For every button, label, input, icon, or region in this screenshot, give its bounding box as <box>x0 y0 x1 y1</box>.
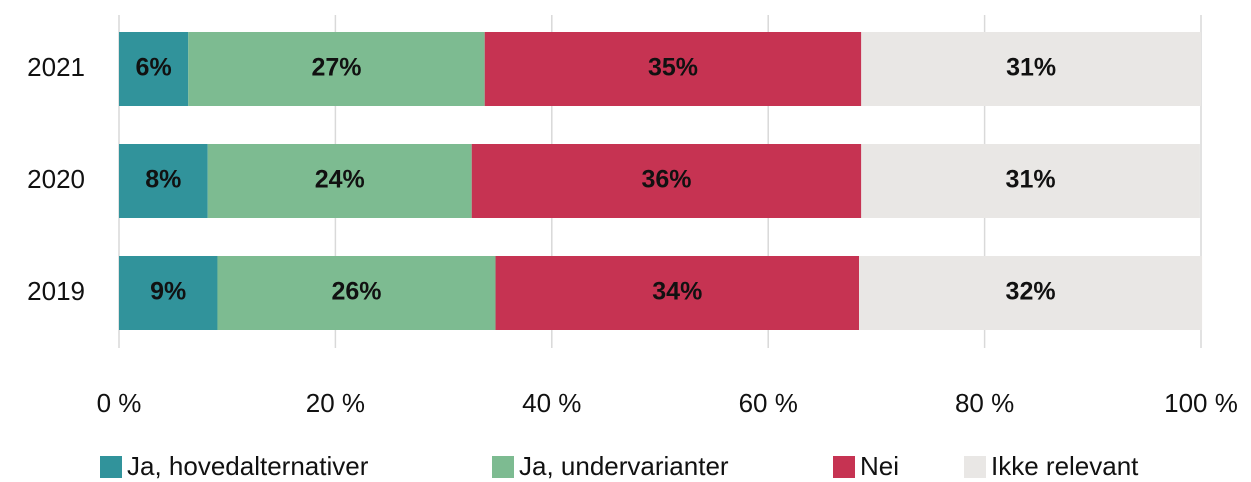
bar-segment <box>861 144 1200 218</box>
bar-segment <box>484 32 862 106</box>
x-tick-label: 60 % <box>739 388 798 418</box>
legend-swatch <box>833 456 855 478</box>
data-label: 32% <box>1006 278 1056 306</box>
x-tick-label: 20 % <box>306 388 365 418</box>
bar-segment <box>861 32 1201 106</box>
x-tick-label: 40 % <box>522 388 581 418</box>
legend-label: Ikke relevant <box>991 451 1139 481</box>
legend-label: Ja, undervarianter <box>519 451 729 481</box>
data-label: 35% <box>648 54 698 82</box>
bar-segment <box>119 32 189 106</box>
bar-segment <box>495 256 860 330</box>
legend-swatch <box>100 456 122 478</box>
y-tick-label: 2020 <box>27 164 85 194</box>
data-label: 26% <box>331 278 381 306</box>
data-label: 31% <box>1006 166 1056 194</box>
legend-swatch <box>492 456 514 478</box>
data-label: 34% <box>652 278 702 306</box>
bar-segment <box>217 256 496 330</box>
legend-swatch <box>964 456 986 478</box>
legend-label: Ja, hovedalternativer <box>127 451 369 481</box>
bar-segment <box>188 32 485 106</box>
data-label: 6% <box>136 54 172 82</box>
legend-label: Nei <box>860 451 899 481</box>
x-tick-label: 80 % <box>955 388 1014 418</box>
y-tick-label: 2021 <box>27 52 85 82</box>
bar-segment <box>471 144 862 218</box>
data-label: 36% <box>641 166 691 194</box>
data-label: 24% <box>315 166 365 194</box>
data-label: 31% <box>1006 54 1056 82</box>
y-tick-label: 2019 <box>27 276 85 306</box>
x-tick-label: 0 % <box>97 388 142 418</box>
bar-segment <box>207 144 472 218</box>
data-label: 27% <box>311 54 361 82</box>
bar-segment <box>859 256 1203 330</box>
x-tick-label: 100 % <box>1164 388 1238 418</box>
data-label: 8% <box>145 166 181 194</box>
bar-segment <box>119 256 218 330</box>
bar-segment <box>119 144 208 218</box>
data-label: 9% <box>150 278 186 306</box>
